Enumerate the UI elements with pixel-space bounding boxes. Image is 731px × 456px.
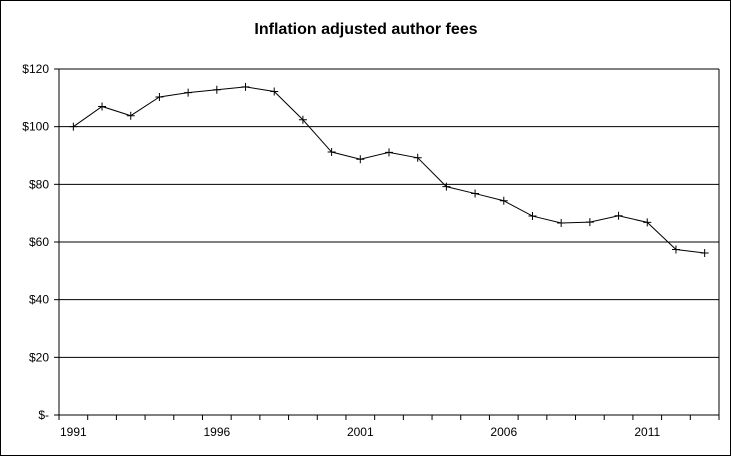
data-point-marker	[184, 88, 193, 97]
data-point-marker	[356, 155, 365, 164]
x-tick-label: 1996	[203, 425, 230, 439]
data-point-marker	[499, 196, 508, 205]
x-tick-label: 1991	[60, 425, 87, 439]
series-layer	[69, 82, 709, 257]
gridlines	[59, 68, 719, 358]
data-point-marker	[385, 148, 393, 157]
x-tick-label: 2011	[634, 425, 660, 439]
axes	[54, 68, 720, 420]
chart-title: Inflation adjusted author fees	[254, 21, 477, 38]
data-point-marker	[585, 218, 594, 227]
data-point-marker	[212, 85, 221, 94]
data-point-marker	[69, 122, 78, 131]
data-point-marker	[327, 148, 336, 157]
data-point-marker	[557, 218, 566, 227]
data-point-marker	[614, 211, 623, 220]
data-point-marker	[413, 153, 422, 162]
y-tick-label: $-	[38, 408, 49, 422]
series-line	[73, 86, 705, 254]
y-axis-tick-labels: $- $20 $40 $60 $80 $100 $120	[22, 62, 49, 422]
data-point-marker	[126, 111, 135, 120]
data-point-marker	[98, 102, 107, 111]
data-point-marker	[471, 189, 480, 198]
data-point-marker	[241, 82, 250, 91]
y-tick-label: $100	[22, 120, 49, 134]
data-point-marker	[155, 92, 164, 101]
y-tick-label: $20	[29, 350, 49, 364]
y-tick-label: $80	[29, 177, 49, 191]
data-point-marker	[700, 248, 709, 257]
data-point-marker	[528, 212, 537, 221]
data-point-marker	[442, 182, 451, 191]
x-tick-label: 2006	[490, 425, 517, 439]
y-tick-label: $60	[29, 235, 49, 249]
data-point-marker	[270, 87, 279, 96]
x-tick-label: 2001	[347, 425, 374, 439]
y-tick-label: $40	[29, 293, 49, 307]
data-point-marker	[298, 115, 307, 124]
x-axis-tick-labels: 1991 1996 2001 2006 2011	[60, 425, 660, 439]
data-point-marker	[671, 245, 680, 254]
y-tick-label: $120	[22, 62, 49, 76]
data-point-marker	[643, 218, 652, 227]
